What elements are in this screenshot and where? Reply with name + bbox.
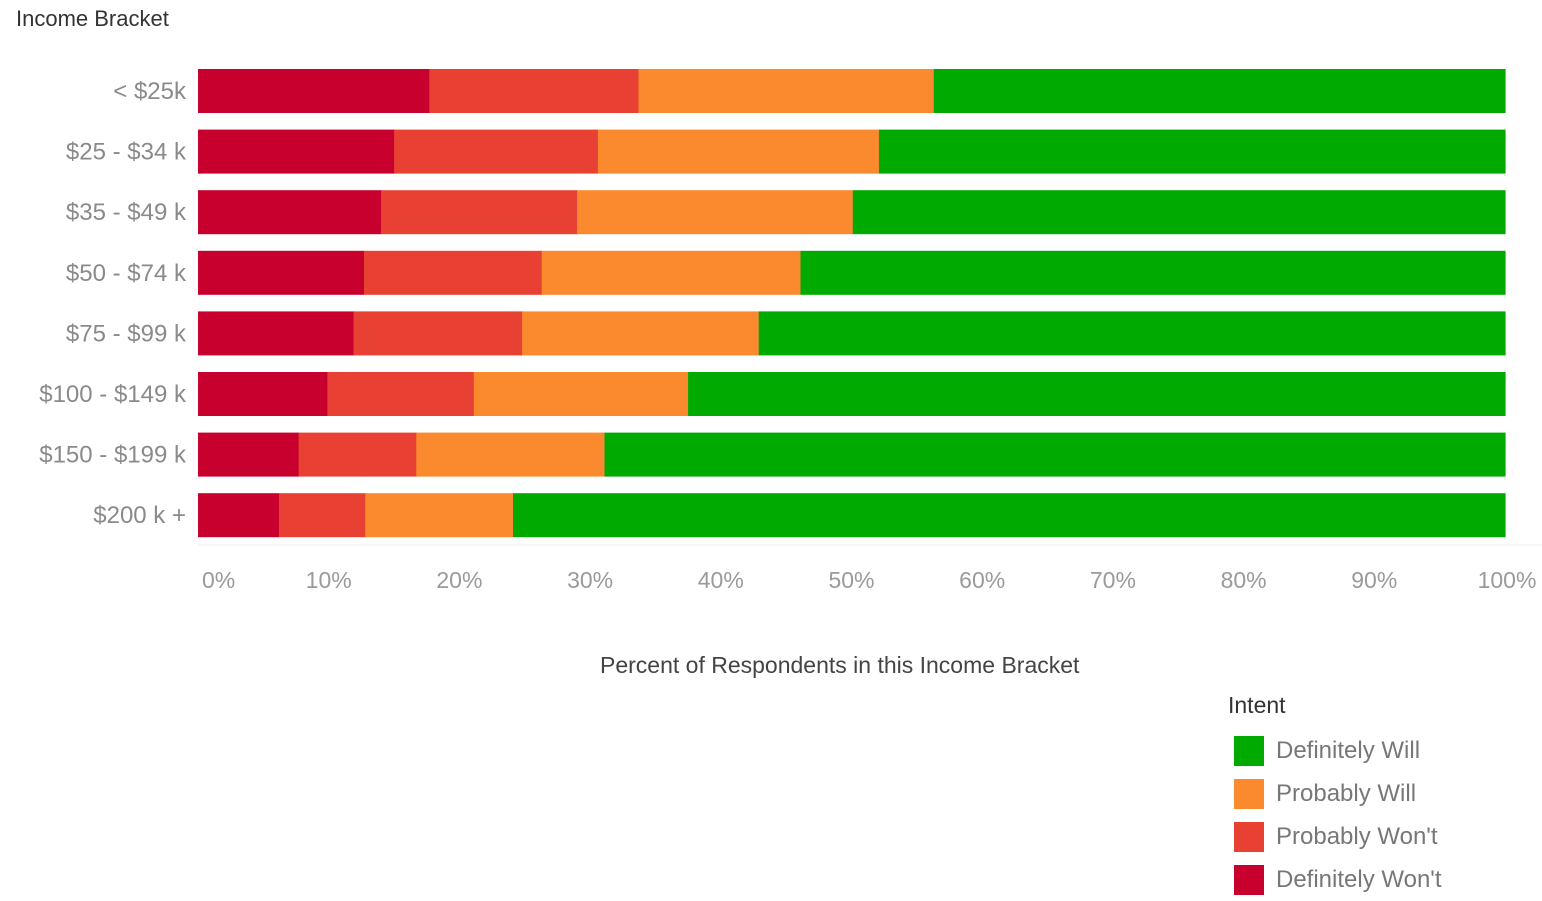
y-tick-label: $75 - $99 k — [66, 320, 187, 347]
y-tick-label: < $25k — [113, 78, 187, 105]
x-tick-label: 80% — [1221, 567, 1267, 593]
bar-segment-probably-won-t-0 — [429, 69, 639, 113]
x-tick-label: 0% — [202, 567, 235, 593]
bar-segment-probably-won-t-6 — [298, 432, 417, 477]
x-tick-label: 90% — [1351, 567, 1397, 593]
bar-segment-probably-will-5 — [473, 372, 689, 416]
bar-segment-probably-won-t-1 — [394, 129, 599, 174]
legend-item-definitely-will[interactable]: Definitely Will — [1228, 729, 1442, 772]
x-tick-label: 30% — [567, 567, 613, 593]
legend: Intent Definitely Will Probably Will Proba… — [1228, 692, 1442, 901]
y-axis-title: Income Bracket — [16, 6, 169, 31]
bar-segment-definitely-will-1 — [878, 129, 1506, 174]
bar-segment-probably-will-1 — [597, 129, 880, 174]
bar-segment-definitely-will-5 — [688, 372, 1506, 416]
bar-segment-definitely-will-6 — [604, 432, 1506, 477]
x-tick-label: 60% — [959, 567, 1005, 593]
legend-label: Probably Won't — [1276, 822, 1438, 850]
bar-segment-definitely-won-t-2 — [198, 190, 382, 235]
legend-item-definitely-won-t[interactable]: Definitely Won't — [1228, 858, 1442, 901]
legend-title: Intent — [1228, 692, 1286, 718]
legend-item-probably-won-t[interactable]: Probably Won't — [1228, 815, 1442, 858]
bar-segment-probably-won-t-4 — [353, 311, 523, 356]
bar-segment-definitely-will-7 — [513, 493, 1506, 538]
y-tick-label: $50 - $74 k — [66, 260, 187, 287]
bar-segment-definitely-won-t-1 — [198, 129, 395, 174]
x-tick-label: 20% — [436, 567, 482, 593]
bar-segment-definitely-will-2 — [852, 190, 1506, 235]
bar-segment-probably-won-t-2 — [381, 190, 578, 235]
x-tick-label: 70% — [1090, 567, 1136, 593]
y-tick-labels: < $25k $25 - $34 k $35 - $49 k $50 - $74 k $… — [39, 78, 187, 529]
x-tick-label: 100% — [1478, 567, 1537, 593]
bar-segment-definitely-won-t-6 — [198, 432, 300, 477]
bar-segment-probably-will-2 — [577, 190, 854, 235]
bar-segment-probably-will-3 — [541, 250, 802, 295]
legend-label: Definitely Won't — [1276, 865, 1442, 893]
bar-segment-definitely-will-4 — [758, 311, 1506, 356]
legend-item-probably-will[interactable]: Probably Will — [1228, 772, 1442, 815]
bars-group — [198, 69, 1506, 538]
bar-segment-probably-will-4 — [522, 311, 760, 356]
x-axis-title: Percent of Respondents in this Income Br… — [600, 652, 1080, 678]
bar-segment-definitely-won-t-0 — [198, 69, 430, 113]
x-tick-label: 40% — [698, 567, 744, 593]
bar-segment-definitely-will-3 — [800, 250, 1506, 295]
bar-segment-probably-will-7 — [365, 493, 514, 538]
y-tick-label: $150 - $199 k — [39, 442, 187, 469]
legend-label: Probably Will — [1276, 779, 1417, 807]
legend-swatch — [1234, 778, 1264, 809]
legend-label: Definitely Will — [1276, 736, 1421, 764]
bar-segment-definitely-won-t-5 — [198, 372, 328, 416]
x-tick-labels: 0% 10% 20% 30% 40% 50% 60% 70% 80% 90% 100% — [202, 567, 1536, 593]
y-tick-label: $35 - $49 k — [66, 199, 187, 226]
bar-segment-definitely-won-t-4 — [198, 311, 355, 356]
y-tick-label: $100 - $149 k — [39, 381, 187, 408]
bar-segment-definitely-won-t-3 — [198, 250, 365, 295]
legend-swatch — [1234, 821, 1264, 852]
y-tick-label: $25 - $34 k — [66, 139, 187, 166]
bar-segment-definitely-will-0 — [933, 69, 1506, 113]
bar-segment-definitely-won-t-7 — [198, 493, 280, 538]
x-tick-label: 50% — [828, 567, 874, 593]
legend-swatch — [1234, 864, 1264, 895]
bar-segment-probably-won-t-7 — [279, 493, 366, 538]
bar-segment-probably-won-t-3 — [364, 250, 543, 295]
bar-segment-probably-will-0 — [638, 69, 935, 113]
legend-items: Definitely Will Probably Will Probably Won… — [1228, 729, 1442, 901]
legend-swatch — [1234, 735, 1264, 766]
bar-segment-probably-will-6 — [416, 432, 606, 477]
y-tick-label: $200 k + — [93, 502, 186, 529]
bar-segment-probably-won-t-5 — [327, 372, 475, 416]
x-tick-label: 10% — [306, 567, 352, 593]
